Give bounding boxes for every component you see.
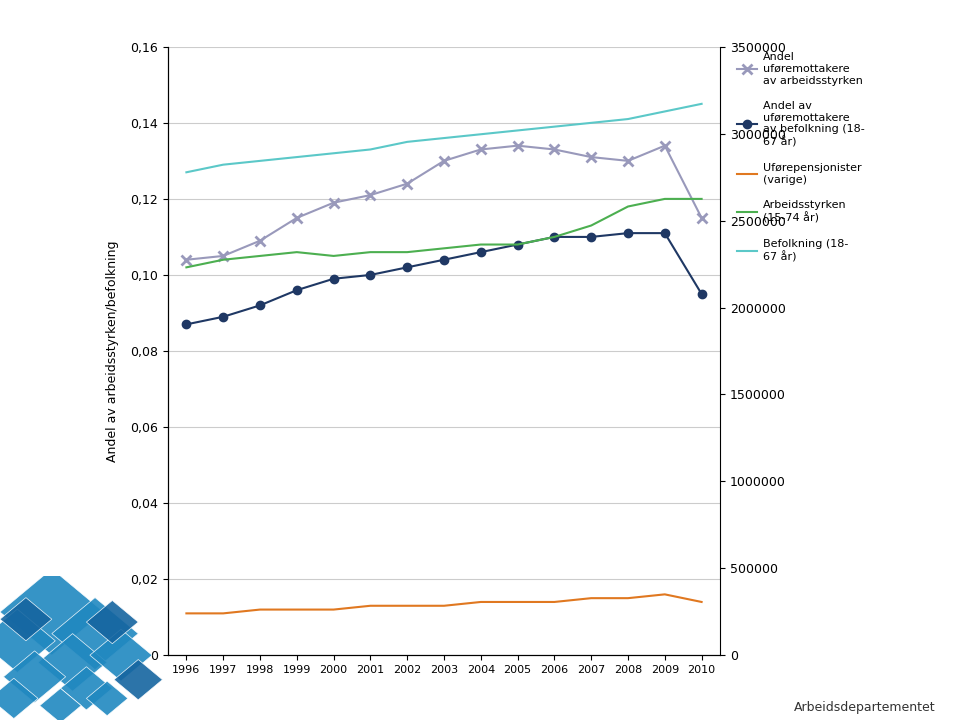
Polygon shape xyxy=(38,634,108,691)
Legend: Andel
uføremottakere
av arbeidsstyrken, Andel av
uføremottakere
av befolkning (1: Andel uføremottakere av arbeidsstyrken, … xyxy=(737,53,864,263)
Polygon shape xyxy=(60,667,112,710)
Y-axis label: Andel av arbeidsstyrken/befolkning: Andel av arbeidsstyrken/befolkning xyxy=(107,240,119,462)
Polygon shape xyxy=(0,678,38,719)
Polygon shape xyxy=(86,681,128,716)
Polygon shape xyxy=(52,598,138,670)
Polygon shape xyxy=(0,598,52,641)
Polygon shape xyxy=(0,569,104,655)
Polygon shape xyxy=(114,660,162,700)
Text: Arbeidsdepartementet: Arbeidsdepartementet xyxy=(794,701,936,714)
Polygon shape xyxy=(4,651,65,703)
Polygon shape xyxy=(39,688,82,720)
Polygon shape xyxy=(90,629,152,681)
Polygon shape xyxy=(86,600,138,644)
Polygon shape xyxy=(0,609,56,672)
